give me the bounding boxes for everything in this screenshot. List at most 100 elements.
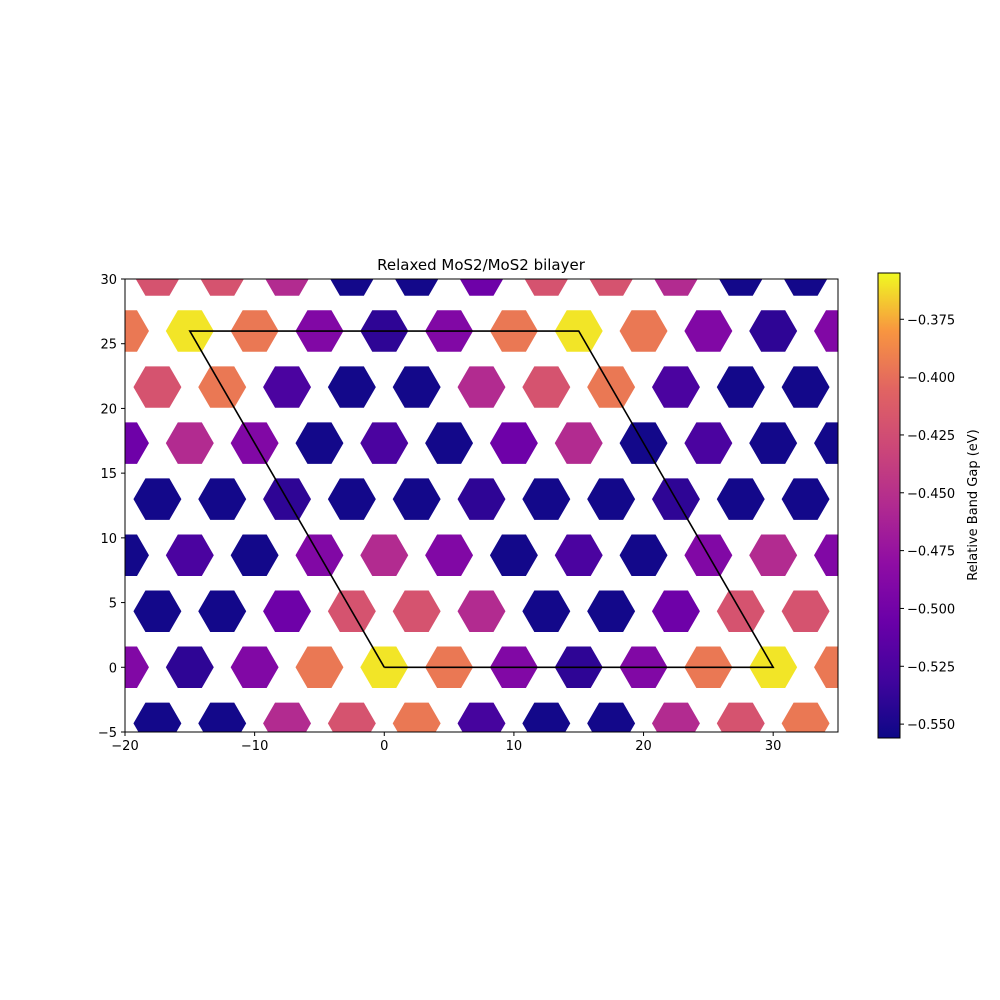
hex-cell [327, 478, 376, 520]
hex-cell [459, 279, 504, 296]
x-tick-label: 0 [380, 739, 388, 754]
hex-cell [781, 590, 830, 632]
colorbar-tick-label: −0.500 [907, 602, 955, 617]
hex-cell [330, 279, 374, 296]
hex-cell [392, 478, 441, 520]
hex-cell [327, 702, 376, 732]
hex-cell [133, 366, 182, 408]
hex-cell [781, 366, 830, 408]
hex-cell [457, 702, 506, 732]
y-axis: −5 0 5 10 15 20 25 30 [98, 273, 125, 741]
hex-cell [392, 702, 441, 732]
colorbar-tick-label: −0.550 [907, 718, 955, 733]
hex-cell [554, 422, 603, 464]
hex-cell [133, 478, 182, 520]
hex-cell [749, 534, 798, 576]
hex-cell [749, 310, 798, 352]
hex-cell [392, 590, 441, 632]
colorbar [877, 272, 901, 739]
hex-cell [781, 478, 830, 520]
hex-cell [133, 590, 182, 632]
hex-cell [135, 279, 180, 296]
hex-cell [719, 279, 763, 296]
hex-cell [587, 478, 636, 520]
hex-cell [684, 422, 733, 464]
hex-cell [619, 310, 668, 352]
hex-cell [654, 279, 698, 296]
hex-cell [425, 534, 474, 576]
y-tick-label: −5 [98, 726, 117, 741]
hexagon-cells [125, 279, 838, 732]
hex-cell [814, 422, 838, 464]
hex-cell [263, 366, 312, 408]
colorbar-axis: −0.550 −0.525 −0.500 −0.475 −0.450 −0.425 −0.4… [900, 313, 955, 733]
hex-cell [814, 646, 838, 689]
hex-cell [230, 646, 279, 689]
hex-cell [716, 702, 765, 732]
hex-cell [133, 702, 182, 732]
x-axis: −20 −10 0 10 20 30 [111, 732, 781, 754]
x-tick-label: 20 [635, 739, 652, 754]
y-tick-label: 5 [109, 597, 117, 612]
chart-title: Relaxed MoS2/MoS2 bilayer [377, 256, 586, 274]
hex-cell [265, 279, 309, 296]
hex-cell [125, 646, 149, 689]
unit-cell-outline [188, 330, 775, 669]
hex-cell [125, 422, 149, 464]
hex-cell [263, 702, 312, 732]
hex-cell [489, 422, 538, 464]
y-tick-label: 30 [100, 273, 117, 288]
hex-cell [589, 279, 633, 296]
hex-cell [781, 702, 830, 732]
hex-cell [200, 279, 244, 296]
hex-cell [716, 478, 765, 520]
hex-cell [651, 702, 700, 732]
hex-cell [360, 422, 409, 464]
y-tick-label: 25 [100, 338, 117, 353]
hex-cell [457, 366, 506, 408]
hex-cell [522, 590, 571, 632]
hex-cell [198, 702, 247, 732]
x-tick-label: 10 [506, 739, 523, 754]
hex-cell [783, 279, 828, 296]
hex-cell [165, 422, 214, 464]
hex-cell [198, 590, 247, 632]
hex-cell [165, 646, 214, 689]
hex-cell [619, 534, 668, 576]
hex-cell [230, 534, 279, 576]
hex-cell [295, 422, 344, 464]
colorbar-tick-label: −0.450 [907, 487, 955, 502]
hex-cell [524, 279, 568, 296]
colorbar-tick-label: −0.400 [907, 371, 955, 386]
x-tick-label: −10 [241, 739, 268, 754]
x-tick-label: 30 [765, 739, 782, 754]
x-tick-label: −20 [111, 739, 138, 754]
hex-cell [295, 646, 344, 689]
unit-cell-line [188, 330, 775, 669]
hex-cell [327, 366, 376, 408]
plot-frame [124, 278, 839, 733]
hex-cell [198, 478, 247, 520]
colorbar-label: Relative Band Gap (eV) [966, 429, 981, 581]
colorbar-tick-label: −0.475 [907, 545, 955, 560]
hex-cell [263, 590, 312, 632]
hex-cell [522, 702, 571, 732]
hex-cell [125, 310, 149, 352]
colorbar-tick-label: −0.375 [907, 313, 955, 328]
y-tick-label: 20 [100, 402, 117, 417]
hex-cell [392, 366, 441, 408]
hex-cell [749, 422, 798, 464]
hex-cell [457, 590, 506, 632]
colorbar-tick-label: −0.525 [907, 660, 955, 675]
hex-cell [489, 534, 538, 576]
hex-cell [457, 478, 506, 520]
hex-cell [522, 478, 571, 520]
hex-cell [587, 702, 636, 732]
hex-cell [554, 534, 603, 576]
hex-cell [587, 590, 636, 632]
hex-cell [814, 534, 838, 576]
hex-cell [522, 366, 571, 408]
hex-cell [684, 310, 733, 352]
hex-cell [651, 590, 700, 632]
